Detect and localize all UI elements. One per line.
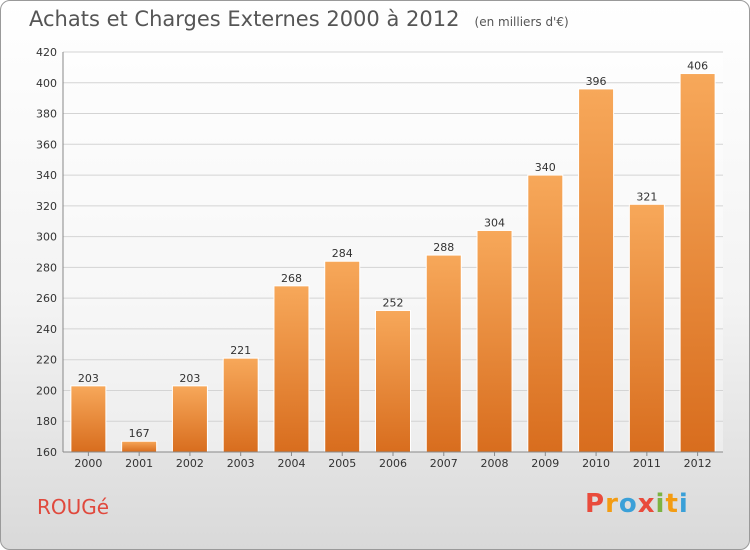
y-tick-label: 280: [36, 261, 57, 274]
y-tick-label: 320: [36, 200, 57, 213]
y-tick-label: 400: [36, 77, 57, 90]
x-tick-label: 2000: [74, 457, 102, 470]
y-tick-label: 160: [36, 446, 57, 459]
logo-letter: t: [665, 489, 679, 519]
bar: [70, 385, 107, 453]
x-tick-label: 2012: [684, 457, 712, 470]
bar: [273, 285, 310, 453]
x-tick-label: 2008: [481, 457, 509, 470]
data-label: 203: [78, 372, 99, 385]
data-label: 321: [636, 190, 657, 203]
bar: [222, 357, 259, 453]
x-tick-label: 2007: [430, 457, 458, 470]
commune-name: ROUGé: [37, 495, 110, 519]
bar: [628, 203, 665, 453]
x-tick-label: 2003: [227, 457, 255, 470]
bar: [171, 385, 208, 453]
logo-letter: r: [605, 489, 619, 519]
y-tick-label: 420: [36, 46, 57, 59]
logo-letter: i: [678, 489, 689, 519]
chart-title-block: Achats et Charges Externes 2000 à 2012 (…: [29, 7, 569, 31]
y-tick-label: 180: [36, 415, 57, 428]
y-tick-label: 240: [36, 323, 57, 336]
x-tick-label: 2002: [176, 457, 204, 470]
bar: [324, 260, 361, 453]
bar: [425, 254, 462, 453]
data-label: 340: [535, 161, 556, 174]
data-label: 252: [383, 296, 404, 309]
logo-letter: i: [655, 489, 666, 519]
bar: [476, 229, 513, 453]
logo-letter: P: [585, 489, 606, 519]
data-label: 167: [129, 427, 150, 440]
x-tick-label: 2004: [277, 457, 305, 470]
data-label: 268: [281, 272, 302, 285]
data-label: 203: [179, 372, 200, 385]
y-tick-label: 300: [36, 231, 57, 244]
x-tick-label: 2001: [125, 457, 153, 470]
y-tick-label: 260: [36, 292, 57, 305]
bar: [578, 88, 615, 453]
bar: [679, 73, 716, 453]
data-label: 288: [433, 241, 454, 254]
y-tick-label: 360: [36, 138, 57, 151]
y-tick-label: 340: [36, 169, 57, 182]
x-tick-label: 2009: [531, 457, 559, 470]
data-label: 284: [332, 247, 353, 260]
data-label: 221: [230, 344, 251, 357]
chart-unit: (en milliers d'€): [474, 15, 569, 29]
bar: [527, 174, 564, 453]
x-tick-label: 2011: [633, 457, 661, 470]
data-label: 396: [586, 75, 607, 88]
data-label: 304: [484, 216, 505, 229]
proxiti-logo: Proxiti: [585, 489, 689, 519]
bar: [375, 309, 411, 453]
logo-letter: o: [618, 489, 638, 519]
x-tick-label: 2010: [582, 457, 610, 470]
x-tick-label: 2005: [328, 457, 356, 470]
y-tick-label: 380: [36, 108, 57, 121]
data-label: 406: [687, 60, 708, 73]
chart-title: Achats et Charges Externes 2000 à 2012: [29, 7, 460, 31]
logo-letter: x: [637, 489, 656, 519]
x-tick-label: 2006: [379, 457, 407, 470]
bar: [121, 440, 158, 453]
y-tick-label: 220: [36, 354, 57, 367]
y-tick-label: 200: [36, 384, 57, 397]
